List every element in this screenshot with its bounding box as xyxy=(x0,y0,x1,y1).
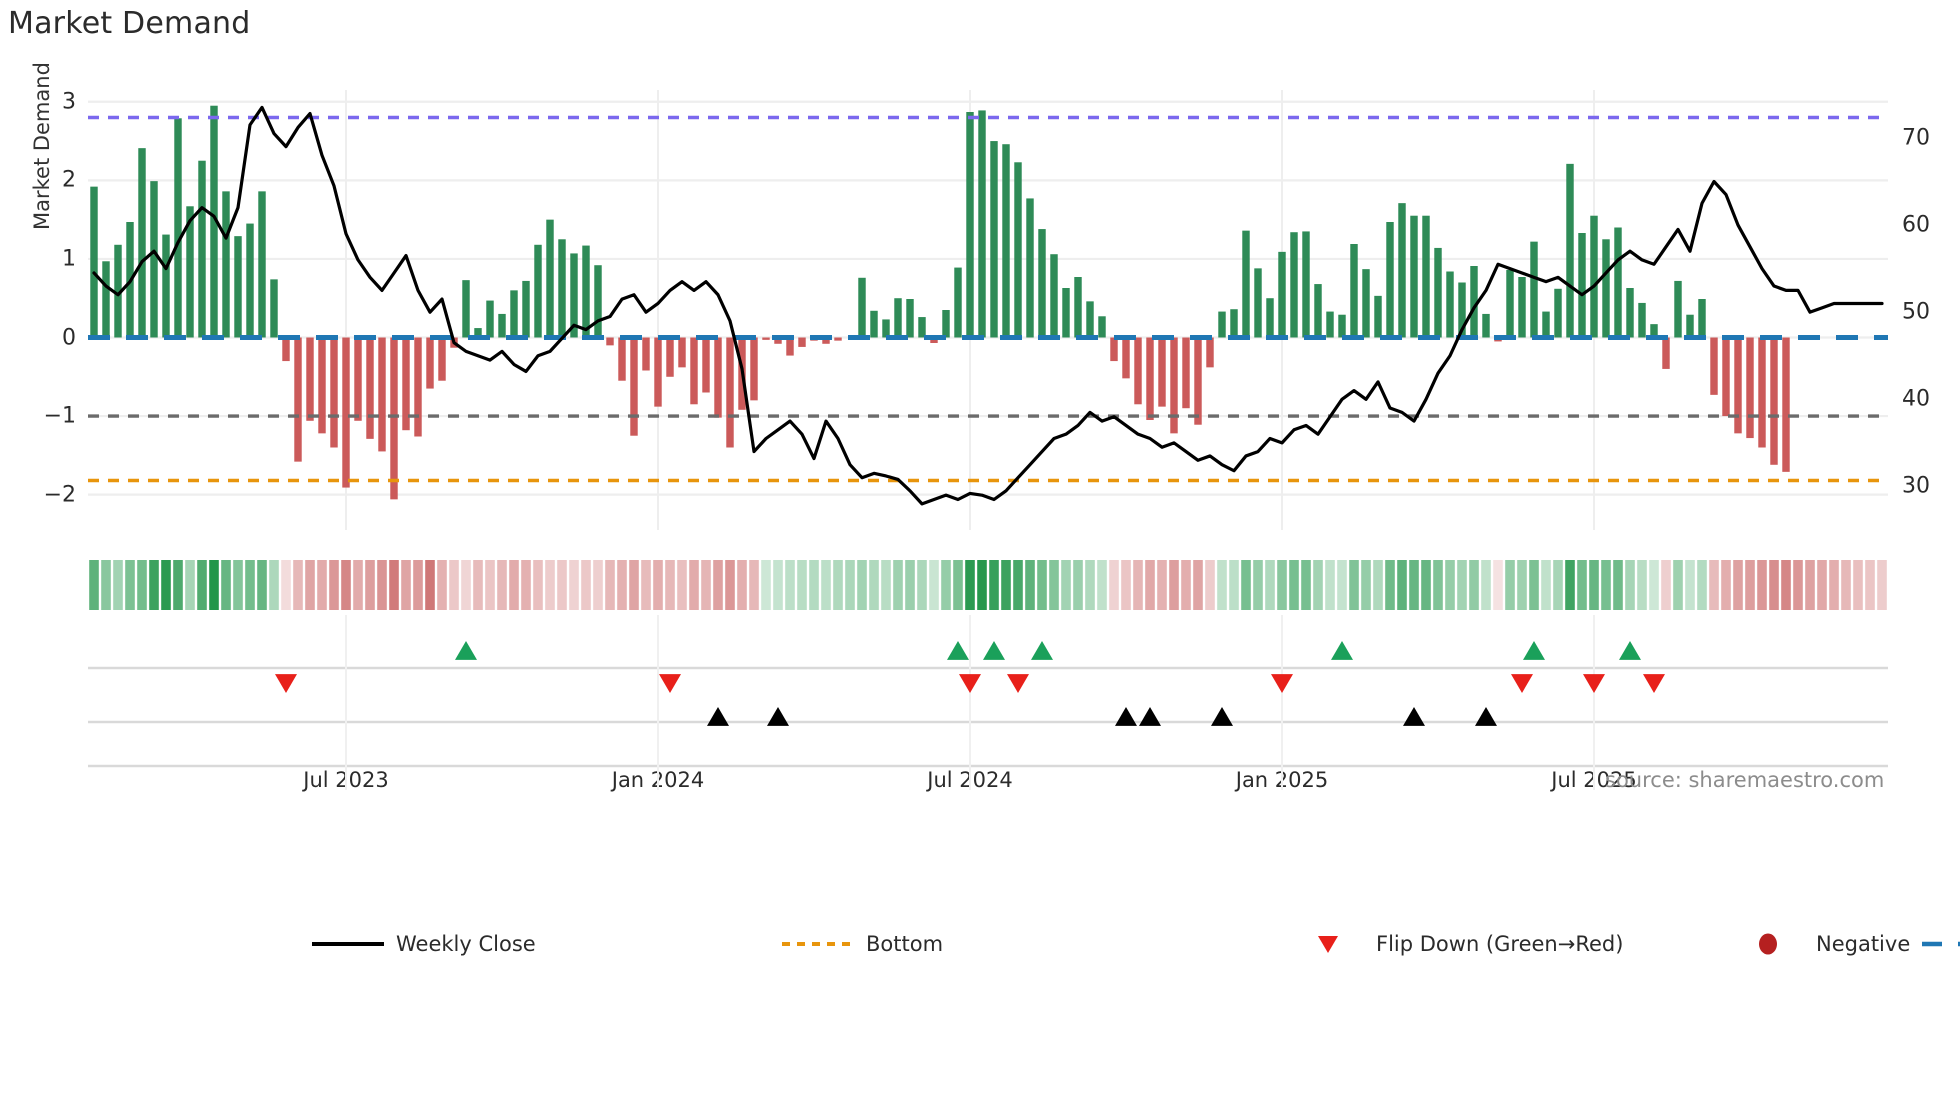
y-tick-right: 50 xyxy=(1902,299,1930,325)
legend-item[interactable]: Flip Down (Green→Red) xyxy=(1280,931,1720,957)
source-attribution: source: sharemaestro.com xyxy=(1605,768,1885,792)
legend-item-label: Weekly Close xyxy=(396,931,536,956)
y-tick-right: 60 xyxy=(1902,212,1930,238)
marker-rows-svg xyxy=(88,615,1888,790)
down-triangle-icon xyxy=(1280,931,1376,957)
y-tick-left: 1 xyxy=(62,246,76,272)
y-tick-right: 70 xyxy=(1902,125,1930,151)
legend-item[interactable]: Negative xyxy=(1720,931,1910,957)
main-plot-svg xyxy=(88,90,1888,530)
legend-item[interactable]: Bottom xyxy=(770,931,1280,957)
y-tick-left: 0 xyxy=(62,325,76,350)
y-tick-right: 30 xyxy=(1902,473,1930,499)
dashed-line-icon xyxy=(1910,931,1960,957)
y-tick-right: 40 xyxy=(1902,386,1930,412)
page-title: Market Demand xyxy=(8,6,251,41)
y-tick-left: 3 xyxy=(62,89,76,115)
y-tick-left: 2 xyxy=(62,167,76,193)
legend-item[interactable]: Weekly Close xyxy=(300,931,770,957)
chart-legend: Weekly Close Bottom Flip Down (Green→Red) N… xyxy=(300,928,1960,959)
dotted-line-icon xyxy=(770,931,866,957)
legend-item[interactable]: Baseline (0) xyxy=(1910,931,1960,957)
plot-frame: Market Demand Weekly Close Price 3210−1−… xyxy=(30,62,1930,830)
y-tick-left: −1 xyxy=(43,403,76,429)
legend-item-label: Negative xyxy=(1816,931,1911,956)
y-tick-left: −2 xyxy=(43,482,76,508)
heatmap-strip-svg xyxy=(89,560,1887,610)
y-axis-left-label: Market Demand xyxy=(30,62,54,230)
solid-line-icon xyxy=(300,931,396,957)
legend-item-label: Bottom xyxy=(866,931,944,956)
circle-icon xyxy=(1720,931,1816,957)
legend-item-label: Flip Down (Green→Red) xyxy=(1376,931,1624,956)
